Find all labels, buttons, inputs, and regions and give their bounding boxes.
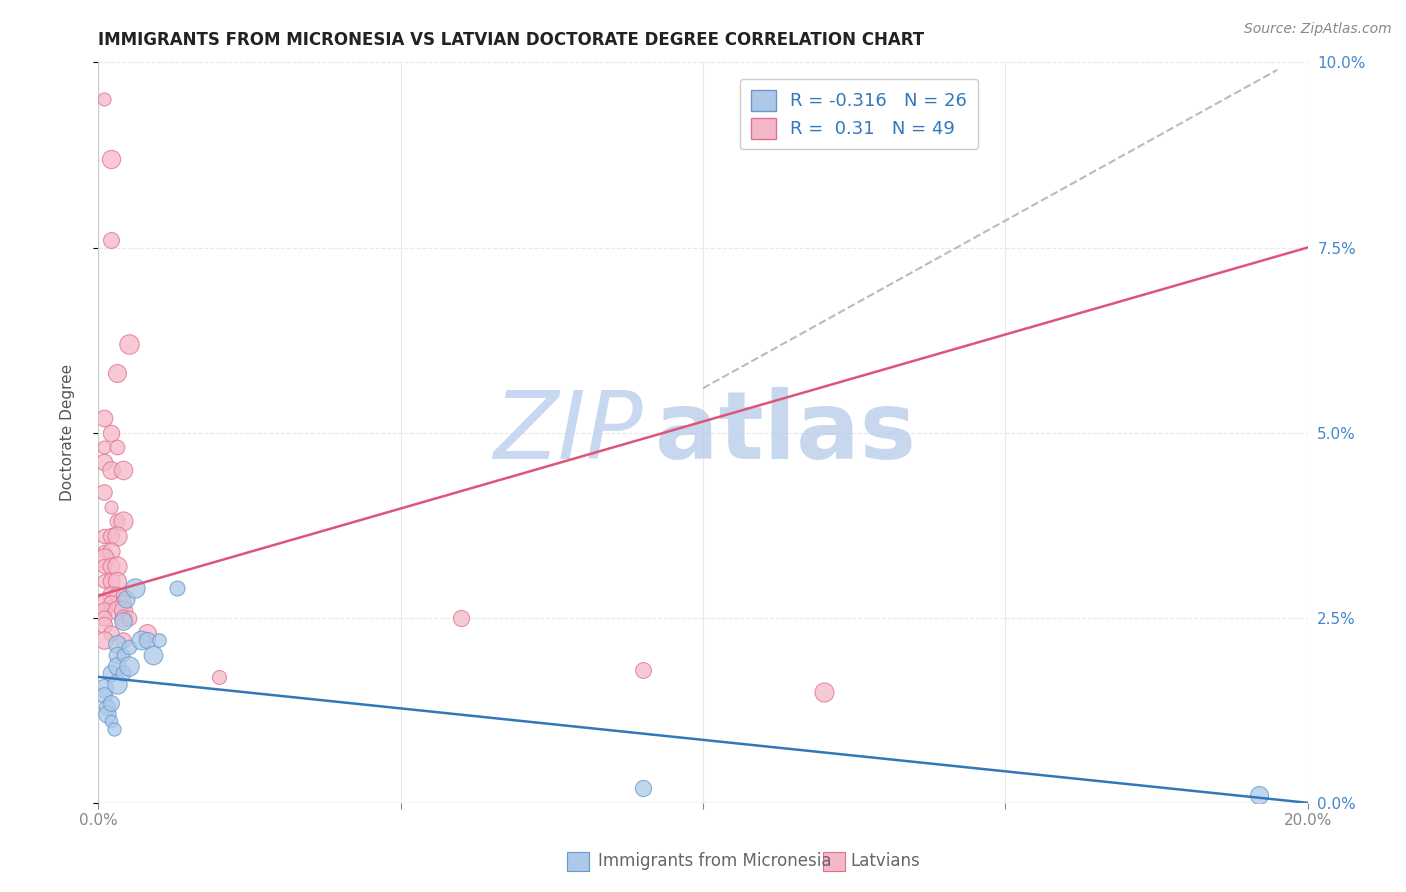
Point (93, 689, 115, 703)
Point (118, 658, 141, 673)
Point (93, 441, 115, 455)
Legend: R = -0.316   N = 26, R =  0.31   N = 49: R = -0.316 N = 26, R = 0.31 N = 49 (740, 78, 979, 150)
Point (118, 336, 141, 351)
Point (100, 500, 122, 514)
Point (114, 592, 136, 607)
Point (450, 610, 472, 624)
Point (93, 574, 115, 588)
Point (100, 462, 122, 476)
Point (93, 484, 115, 499)
Point (111, 462, 134, 476)
Point (118, 640, 141, 655)
Point (105, 658, 128, 673)
Point (105, 441, 128, 455)
Y-axis label: Doctorate Degree: Doctorate Degree (60, 364, 75, 501)
Text: atlas: atlas (655, 386, 915, 479)
Point (100, 544, 122, 558)
Text: Immigrants from Micronesia: Immigrants from Micronesia (598, 852, 831, 870)
Point (105, 529, 128, 543)
Point (105, 574, 128, 588)
Text: Latvians: Latvians (851, 852, 921, 870)
Point (111, 589, 134, 603)
Point (111, 596, 134, 610)
Point (96, 706, 118, 721)
Point (93, 544, 115, 558)
Point (93, 681, 115, 695)
Point (100, 596, 122, 610)
Point (124, 581, 146, 595)
Point (100, 558, 122, 573)
Point (93, 410, 115, 425)
Point (129, 632, 152, 647)
Point (118, 610, 141, 624)
Point (105, 515, 128, 529)
Point (93, 632, 115, 647)
Point (148, 632, 170, 647)
Point (105, 677, 128, 691)
Point (93, 596, 115, 610)
Point (105, 637, 128, 651)
Text: ZIP: ZIP (494, 387, 643, 478)
Point (105, 558, 128, 573)
Point (93, 551, 115, 566)
Point (100, 529, 122, 543)
Point (93, 603, 115, 617)
Point (93, 455, 115, 469)
Point (100, 696, 122, 710)
Point (208, 670, 231, 684)
Point (93, 558, 115, 573)
Point (93, 618, 115, 632)
Point (100, 625, 122, 640)
Text: Source: ZipAtlas.com: Source: ZipAtlas.com (1244, 22, 1392, 37)
Point (100, 152, 122, 166)
Point (100, 574, 122, 588)
Point (100, 589, 122, 603)
Point (111, 615, 134, 629)
Point (111, 610, 134, 624)
Point (103, 722, 125, 736)
Point (100, 714, 122, 729)
Point (631, 780, 654, 795)
Point (111, 632, 134, 647)
Point (166, 581, 188, 595)
Point (96, 699, 118, 714)
Point (105, 603, 128, 617)
Point (813, 685, 835, 699)
Point (631, 663, 654, 677)
Point (93, 92, 115, 106)
Point (93, 529, 115, 543)
Point (135, 632, 157, 647)
Point (111, 603, 134, 617)
Point (105, 589, 128, 603)
Point (105, 367, 128, 381)
Point (105, 648, 128, 662)
Text: IMMIGRANTS FROM MICRONESIA VS LATVIAN DOCTORATE DEGREE CORRELATION CHART: IMMIGRANTS FROM MICRONESIA VS LATVIAN DO… (98, 31, 925, 49)
Point (100, 666, 122, 681)
Point (100, 233, 122, 247)
Point (93, 610, 115, 624)
Point (1249, 789, 1271, 803)
Point (111, 648, 134, 662)
Point (111, 666, 134, 681)
Point (111, 515, 134, 529)
Point (142, 648, 165, 662)
Point (135, 625, 157, 640)
Point (100, 425, 122, 440)
